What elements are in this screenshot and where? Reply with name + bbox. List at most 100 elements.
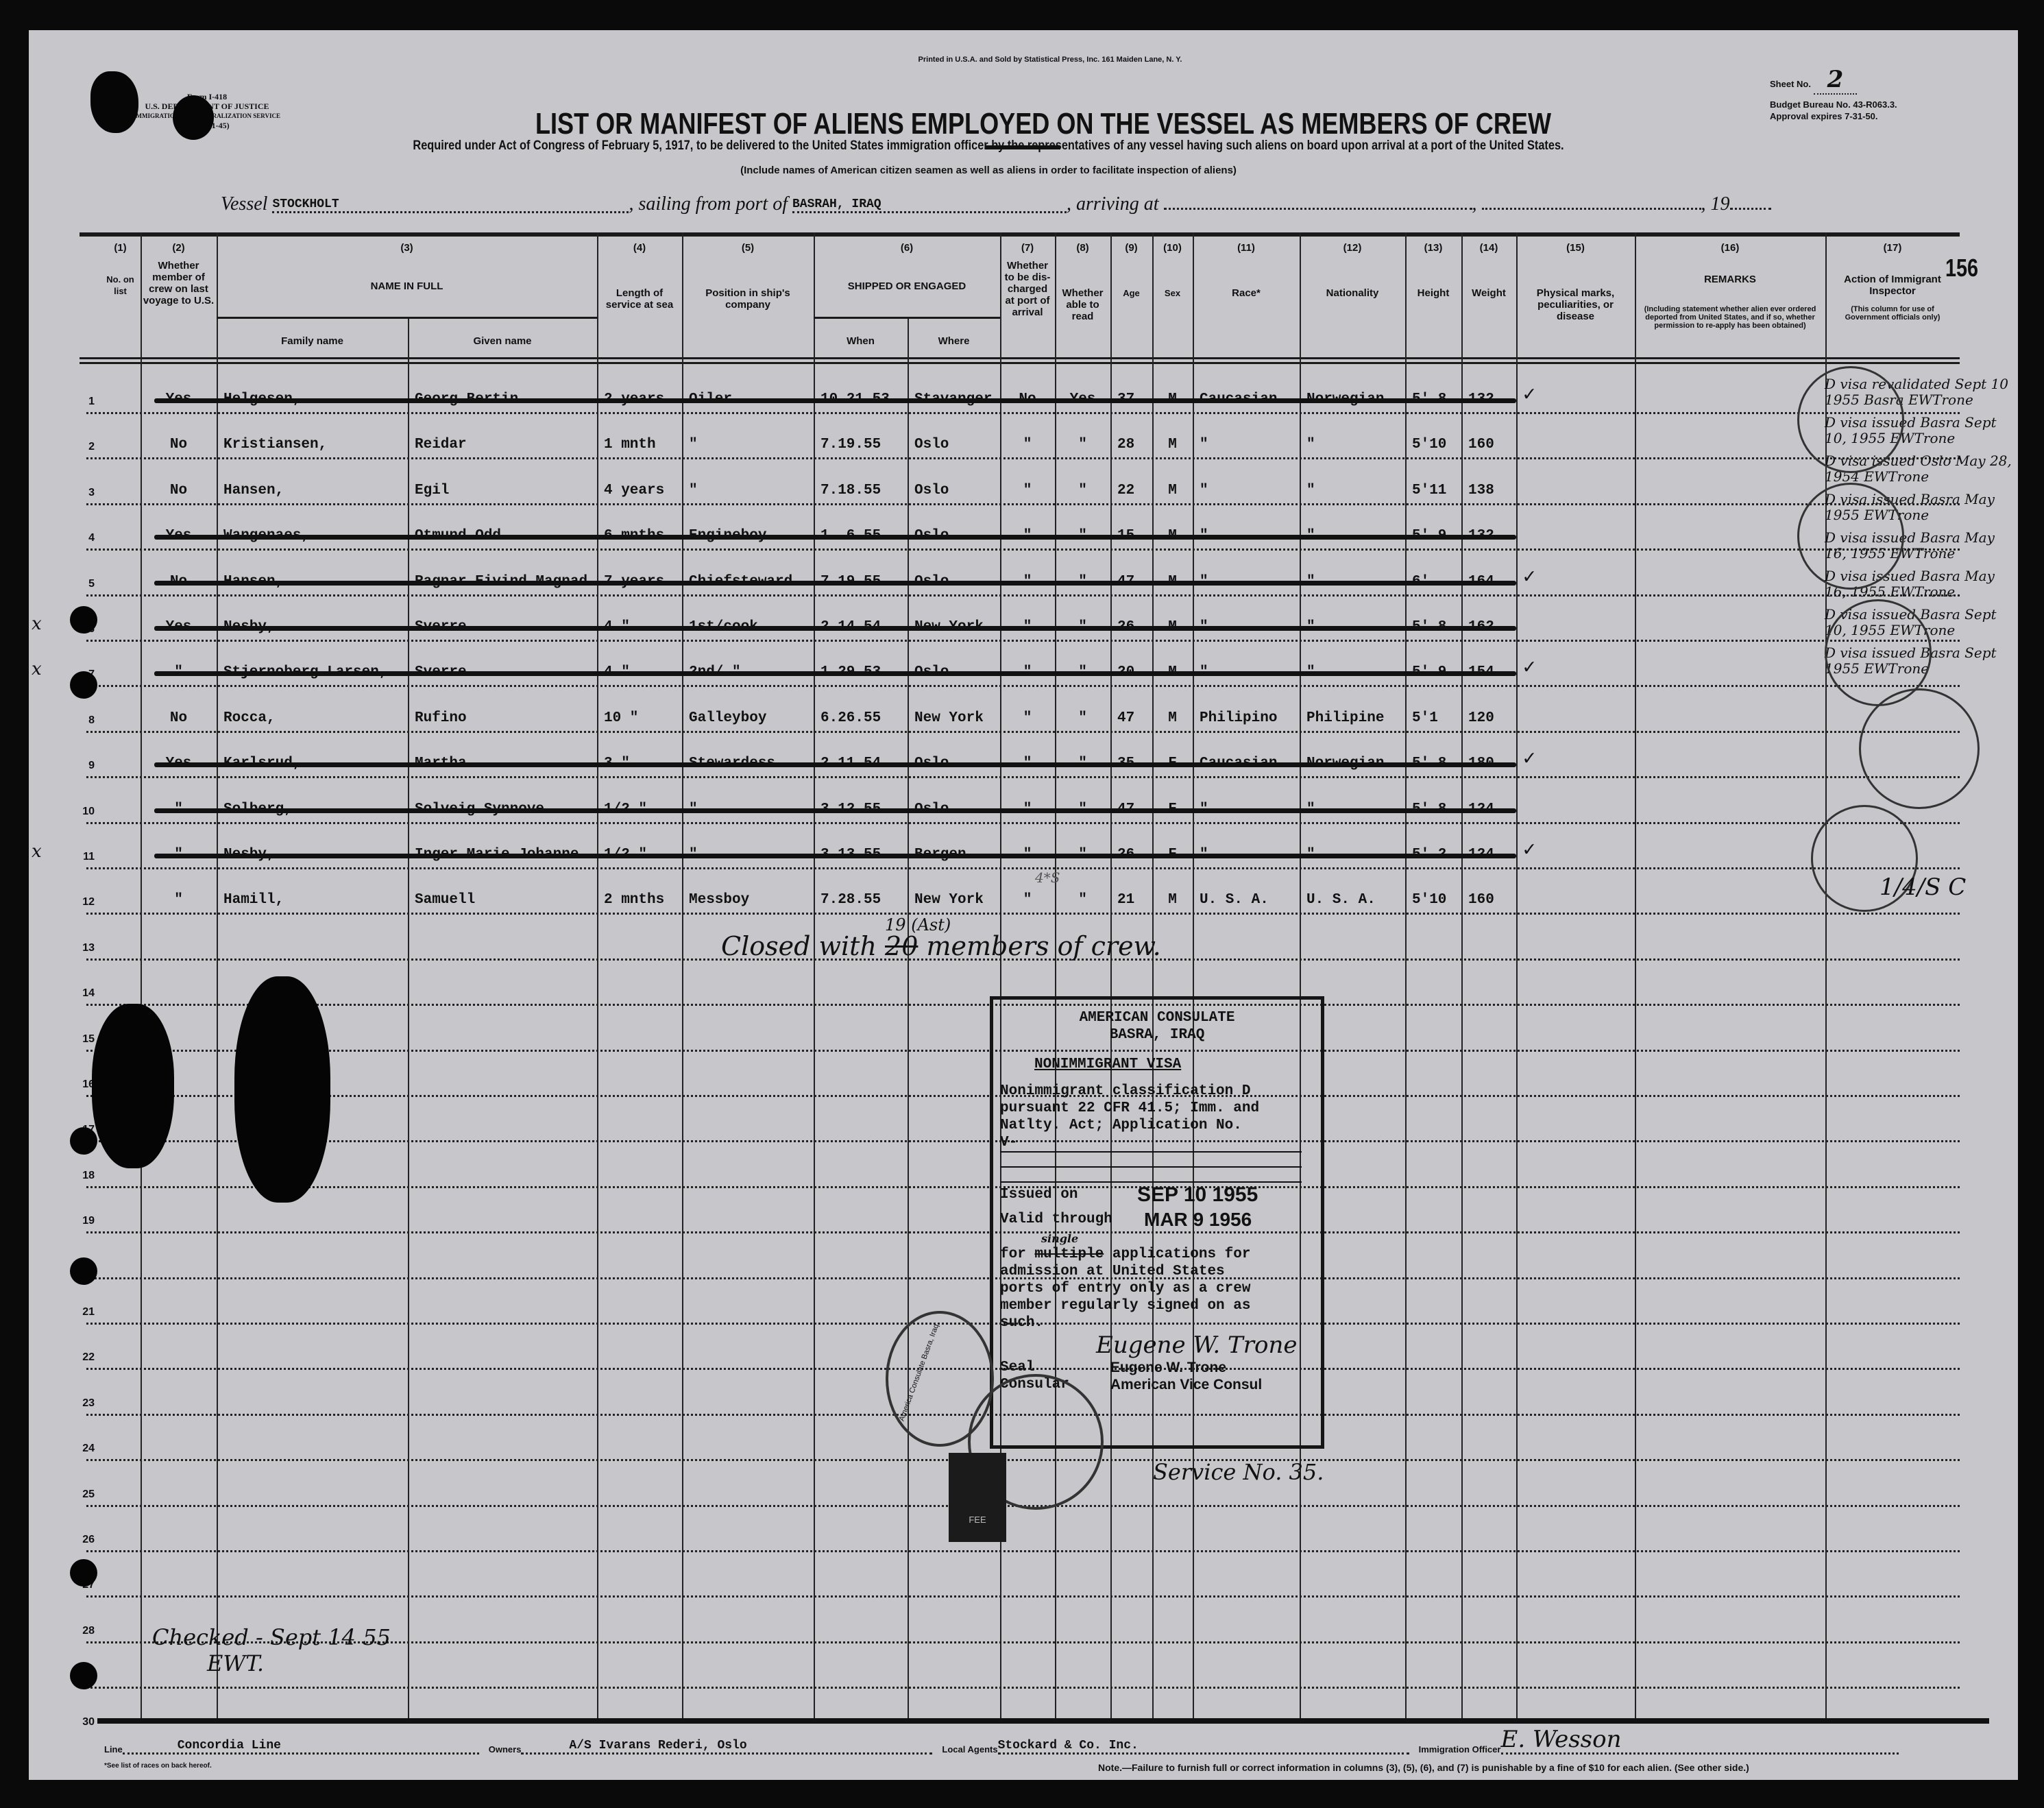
column-number: (11): [1237, 242, 1255, 254]
visa-body: such.: [1000, 1315, 1044, 1331]
cell-given: Egil: [415, 482, 450, 498]
row-number: 2: [88, 441, 95, 453]
cell-nationality: ": [1306, 437, 1315, 453]
approval-expiry: Approval expires 7-31-50.: [1770, 111, 1878, 121]
column-number: (17): [1883, 242, 1902, 254]
seal-text: America Consulate Basra, Iraq: [897, 1323, 941, 1423]
strikethrough-line: [154, 762, 1516, 768]
cell-discharged: ": [1023, 482, 1032, 498]
row-rule: [86, 1687, 1960, 1689]
row-rule: [86, 503, 1960, 505]
cell-marks: ✓: [1523, 384, 1536, 407]
include-note: (Include names of American citizen seame…: [740, 165, 1237, 176]
strikethrough-line: [154, 854, 1516, 858]
row-rule: [86, 1049, 1960, 1052]
cell-prev: ": [174, 892, 183, 908]
application-line: [1000, 1153, 1302, 1168]
cell-nationality: ": [1306, 482, 1315, 498]
row-rule: [86, 730, 1960, 733]
agents-value: Stockard & Co. Inc.: [997, 1739, 1409, 1755]
column-divider: [1461, 232, 1463, 1718]
cell-when: 7.18.55: [820, 482, 881, 498]
cell-race: ": [1200, 482, 1208, 498]
column-label: SHIPPED OR ENGAGED: [847, 280, 966, 292]
row-rule: [86, 594, 1960, 596]
row-number: 30: [82, 1715, 95, 1728]
cell-position: ": [689, 482, 698, 498]
row-number: 19: [82, 1215, 95, 1227]
row-rule: [86, 867, 1960, 869]
column-sublabel: Given name: [473, 335, 532, 347]
table-top-rule: [80, 232, 1960, 237]
cell-prev: No: [169, 482, 188, 498]
visa-body: for: [1000, 1246, 1026, 1262]
row-number: 14: [82, 987, 95, 1000]
column-number: (12): [1343, 242, 1362, 254]
punch-hole: [70, 1127, 97, 1155]
closed-struck-count: 20: [885, 931, 918, 961]
row-rule: [86, 958, 1960, 961]
line-label: Line: [104, 1744, 123, 1755]
punch-hole: [70, 1662, 97, 1689]
cell-length: 4 years: [604, 482, 665, 498]
cell-prev: No: [169, 710, 188, 726]
consulate-seal-icon: [1797, 366, 1904, 473]
strikethrough-line: [154, 580, 1516, 586]
cell-marks: ✓: [1523, 839, 1536, 863]
column-divider: [1300, 232, 1301, 1718]
cell-read: ": [1078, 710, 1087, 726]
column-number: (7): [1021, 242, 1034, 254]
cell-when: 6.26.55: [820, 710, 881, 726]
punch-hole: [70, 671, 97, 699]
consulate-location: BASRA, IRAQ: [1109, 1027, 1205, 1043]
cell-age: 28: [1117, 437, 1135, 453]
cell-given: Samuell: [415, 892, 476, 908]
year-field: [1729, 208, 1771, 210]
cell-where: New York: [914, 710, 984, 726]
cell-age: 22: [1117, 482, 1135, 498]
cell-race: U. S. A.: [1200, 892, 1269, 908]
row-rule: [86, 1368, 1960, 1371]
application-number: V-: [1000, 1134, 1302, 1153]
checked-initials: EWT.: [207, 1650, 265, 1676]
row-number: 16: [82, 1078, 95, 1090]
cell-height: 5'10: [1412, 892, 1447, 908]
row-rule: [86, 1140, 1960, 1143]
row-number: 5: [88, 577, 95, 590]
column-label: NAME IN FULL: [370, 280, 443, 292]
column-divider: [1152, 232, 1154, 1718]
cell-nationality: U. S. A.: [1306, 892, 1376, 908]
column-label: No. on list: [106, 274, 134, 296]
column-label: Race*: [1232, 287, 1261, 299]
cell-given: Rufino: [415, 710, 467, 726]
column-number: (13): [1424, 242, 1443, 254]
header-rule: [80, 357, 1960, 359]
column-label: Physical marks, peculiarities, or diseas…: [1536, 287, 1615, 322]
column-label: Nationality: [1326, 287, 1379, 299]
cell-weight: 138: [1468, 482, 1494, 498]
closed-corrected-count: 19 (Ast): [885, 915, 951, 935]
footer-rule: [97, 1718, 1989, 1724]
row-number: 28: [82, 1624, 95, 1637]
cell-position: Messboy: [689, 892, 750, 908]
line-value: Concordia Line: [122, 1739, 479, 1755]
row-number: 10: [82, 805, 95, 817]
cell-where: Oslo: [914, 482, 949, 498]
fee-stamp-icon: FEE: [949, 1453, 1006, 1542]
column-label: Age: [1123, 288, 1140, 298]
cell-sex: M: [1168, 437, 1177, 453]
margin-x-mark: x: [32, 841, 42, 862]
column-label: Whether member of crew on last voyage to…: [143, 260, 215, 306]
visa-body: applications for: [1112, 1246, 1251, 1262]
consulate-seal-icon: [1797, 483, 1904, 590]
agents-label: Local Agents: [942, 1744, 998, 1755]
cell-race: ": [1200, 437, 1208, 453]
visa-body: member regularly signed on as: [1000, 1298, 1251, 1314]
row-rule: [86, 776, 1960, 779]
arrival-date-field: [1481, 208, 1701, 210]
row12-note: 4*S: [1035, 869, 1060, 886]
strikethrough-line: [154, 671, 1516, 677]
visa-heading: NONIMMIGRANT VISA: [1034, 1057, 1182, 1072]
row-number: 21: [82, 1306, 95, 1318]
column-number: (10): [1163, 242, 1182, 254]
